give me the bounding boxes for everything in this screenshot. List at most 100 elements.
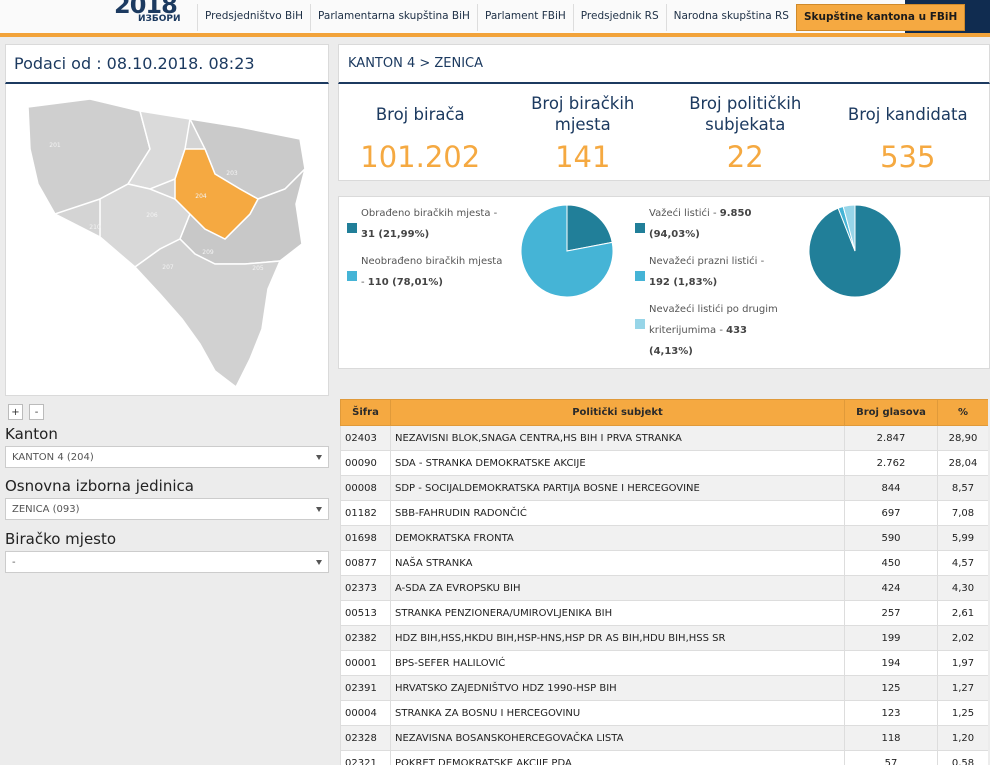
table-cell: NEZAVISNA BOSANSKOHERCEGOVAČKA LISTA <box>390 725 845 751</box>
table-cell: 450 <box>844 550 938 576</box>
column-header: Šifra <box>340 399 391 426</box>
legend-item: Neobrađeno biračkih mjesta - 110 (78,01%… <box>347 251 507 293</box>
filter-label: Osnovna izborna jedinica <box>5 477 194 495</box>
table-cell: 199 <box>844 625 938 651</box>
filter-select[interactable]: ZENICA (093) <box>5 498 329 520</box>
table-cell: DEMOKRATSKA FRONTA <box>390 525 845 551</box>
map-region-label: 210 <box>89 224 101 231</box>
table-cell: 7,08 <box>937 500 988 526</box>
dropdown-arrow <box>316 507 322 512</box>
map: 201 204 203 206 210 207 209 205 <box>27 98 307 389</box>
nav-tab[interactable]: Parlament FBiH <box>476 4 573 31</box>
zoom-out-button[interactable]: - <box>29 404 44 420</box>
dropdown-arrow <box>316 560 322 565</box>
table-cell: 28,90 <box>937 425 988 451</box>
table-row: 01182 SBB-FAHRUDIN RADONČIĆ 697 7,08 <box>340 500 988 526</box>
table-cell: 00008 <box>340 475 391 501</box>
filter-selected-value: ZENICA (093) <box>12 504 80 515</box>
nav-tab[interactable]: Predsjednik RS <box>572 4 666 31</box>
table-cell: 2.847 <box>844 425 938 451</box>
table-cell: 0,58 <box>937 750 988 765</box>
table-cell: 02403 <box>340 425 391 451</box>
legend-swatch <box>635 319 645 329</box>
map-region-label: 207 <box>162 264 174 271</box>
legend-detail: 110 (78,01%) <box>367 277 443 288</box>
table-cell: 00001 <box>340 650 391 676</box>
breadcrumb: KANTON 4 > ZENICA <box>348 56 484 71</box>
nav-tab[interactable]: Narodna skupština RS <box>665 4 796 31</box>
map-region-label: 205 <box>252 265 264 272</box>
table-cell: 4,57 <box>937 550 988 576</box>
nav-tab[interactable]: Parlamentarna skupština BiH <box>310 4 477 31</box>
table-cell: 2,02 <box>937 625 988 651</box>
nav-tab[interactable]: Predsjedništvo BiH <box>197 4 310 31</box>
table-cell: 28,04 <box>937 450 988 476</box>
table-row: 02403 NEZAVISNI BLOK,SNAGA CENTRA,HS BIH … <box>340 425 988 451</box>
table-cell: 00513 <box>340 600 391 626</box>
column-header: Politički subjekt <box>390 399 845 426</box>
zoom-in-button[interactable]: + <box>8 404 23 420</box>
pie-chart <box>520 204 614 298</box>
table-cell: 844 <box>844 475 938 501</box>
table-row: 00090 SDA - STRANKA DEMOKRATSKE AKCIJE 2.7… <box>340 450 988 476</box>
legend-label: Neobrađeno biračkih mjesta - <box>361 256 503 288</box>
table-cell: 1,97 <box>937 650 988 676</box>
map-region-label: 204 <box>195 193 207 200</box>
table-cell: 590 <box>844 525 938 551</box>
table-row: 00001 BPS-SEFER HALILOVIĆ 194 1,97 <box>340 650 988 676</box>
table-cell: NAŠA STRANKA <box>390 550 845 576</box>
results-table-container: Šifra Politički subjekt Broj glasova% 02403… <box>340 399 988 765</box>
filter-select[interactable]: - <box>5 551 329 573</box>
table-header-row: Šifra Politički subjekt Broj glasova% <box>340 399 988 426</box>
top-strip <box>0 33 990 37</box>
map-labels: 201 204 203 206 210 207 209 205 <box>49 142 264 272</box>
table-row: 02382 HDZ BIH,HSS,HKDU BIH,HSP-HNS,HSP DR… <box>340 625 988 651</box>
map-region <box>133 238 282 389</box>
legend-item: Nevažeći listići po drugim kriterijumima… <box>635 299 785 362</box>
table-body: 02403 NEZAVISNI BLOK,SNAGA CENTRA,HS BIH … <box>340 425 988 765</box>
legend-detail: 31 (21,99%) <box>361 229 430 240</box>
map-region-label: 206 <box>146 212 158 219</box>
legend-swatch <box>635 223 645 233</box>
legend-detail: 433 (4,13%) <box>649 325 747 357</box>
stat-label: Broj biračkih mjesta <box>531 94 635 134</box>
filter-select[interactable]: KANTON 4 (204) <box>5 446 329 468</box>
table-cell: 1,20 <box>937 725 988 751</box>
pie-legend: Obrađeno biračkih mjesta - 31 (21,99%) Ne… <box>347 203 507 299</box>
table-cell: 5,99 <box>937 525 988 551</box>
table-cell: 02328 <box>340 725 391 751</box>
tabs: Predsjedništvo BiH Parlamentarna skupštin… <box>197 4 966 31</box>
legend-swatch <box>347 223 357 233</box>
legend-item: Nevažeći prazni listići - 192 (1,83%) <box>635 251 785 293</box>
table-row: 02373 A-SDA ZA EVROPSKU BIH 424 4,30 <box>340 575 988 601</box>
table-cell: 01182 <box>340 500 391 526</box>
legend-detail: 192 (1,83%) <box>649 277 718 288</box>
table-row: 01698 DEMOKRATSKA FRONTA 590 5,99 <box>340 525 988 551</box>
table-row: 00877 NAŠA STRANKA 450 4,57 <box>340 550 988 576</box>
pie-slice <box>566 204 613 252</box>
stat-value: 141 <box>555 140 611 174</box>
stat-value: 535 <box>880 140 936 174</box>
map-region-label: 203 <box>226 170 238 177</box>
table-row: 00008 SDP - SOCIJALDEMOKRATSKA PARTIJA BO… <box>340 475 988 501</box>
legend-swatch <box>347 271 357 281</box>
legend-item: Važeći listići - 9.850 (94,03%) <box>635 203 785 245</box>
table-cell: SDP - SOCIJALDEMOKRATSKA PARTIJA BOSNE I… <box>390 475 845 501</box>
stat: Broj birača 101.202 <box>339 84 502 180</box>
map-region-selected[interactable] <box>174 148 260 240</box>
table-row: 02321 POKRET DEMOKRATSKE AKCIJE PDA 57 0,58 <box>340 750 988 765</box>
table-cell: STRANKA ZA BOSNU I HERCEGOVINU <box>390 700 845 726</box>
table-cell: 2.762 <box>844 450 938 476</box>
legend-label: Obrađeno biračkih mjesta - <box>361 208 498 219</box>
table-cell: 1,27 <box>937 675 988 701</box>
table-cell: 00877 <box>340 550 391 576</box>
top-bar-menu-area <box>0 0 905 33</box>
table-row: 00004 STRANKA ZA BOSNU I HERCEGOVINU 123 1,… <box>340 700 988 726</box>
table-cell: 125 <box>844 675 938 701</box>
table-cell: A-SDA ZA EVROPSKU BIH <box>390 575 845 601</box>
stat-label: Broj birača <box>375 104 465 124</box>
table-cell: 123 <box>844 700 938 726</box>
nav-tab[interactable]: Skupštine kantona u FBiH <box>795 4 966 31</box>
